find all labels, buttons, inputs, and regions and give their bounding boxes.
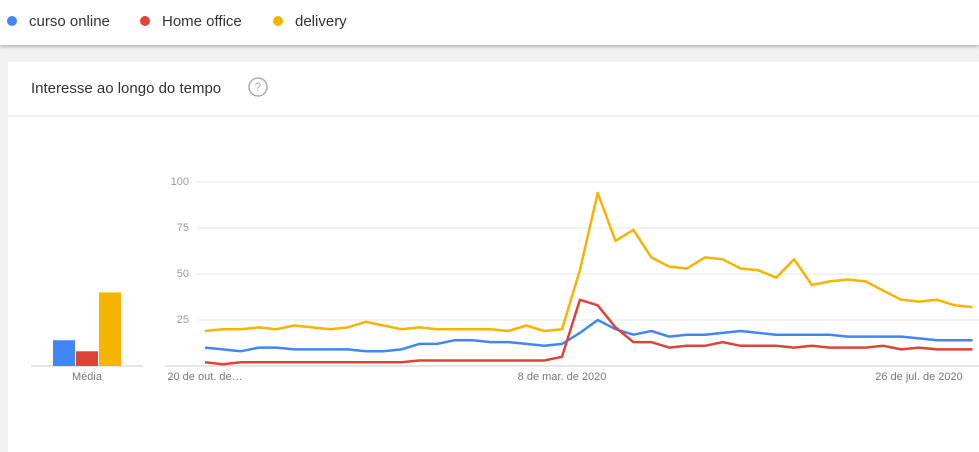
x-label: Média: [72, 371, 103, 383]
legend-dot: [273, 16, 283, 26]
legend-label: Home office: [162, 13, 242, 30]
svg-text:?: ?: [255, 80, 262, 94]
legend-label: curso online: [29, 13, 110, 30]
series-line: [204, 318, 973, 353]
legend-bar: [0, 0, 979, 45]
x-tick-label: 26 de jul. de 2020: [875, 371, 962, 383]
average-bar: [99, 292, 121, 366]
average-bar: [76, 351, 98, 366]
legend-dot: [140, 16, 150, 26]
series-line: [204, 191, 973, 333]
series-line: [204, 298, 973, 366]
y-tick-label: 50: [177, 268, 189, 280]
legend-label: delivery: [295, 13, 347, 30]
y-tick-label: 75: [177, 222, 189, 234]
card-title: Interesse ao longo do tempo: [31, 80, 221, 97]
card: [8, 62, 979, 452]
x-tick-label: 20 de out. de…: [167, 371, 242, 383]
average-bar: [53, 340, 75, 366]
legend-dot: [7, 16, 17, 26]
help-icon[interactable]: ?: [248, 77, 268, 97]
y-tick-label: 25: [177, 314, 189, 326]
x-tick-label: 8 de mar. de 2020: [518, 371, 607, 383]
y-tick-label: 100: [171, 176, 189, 188]
